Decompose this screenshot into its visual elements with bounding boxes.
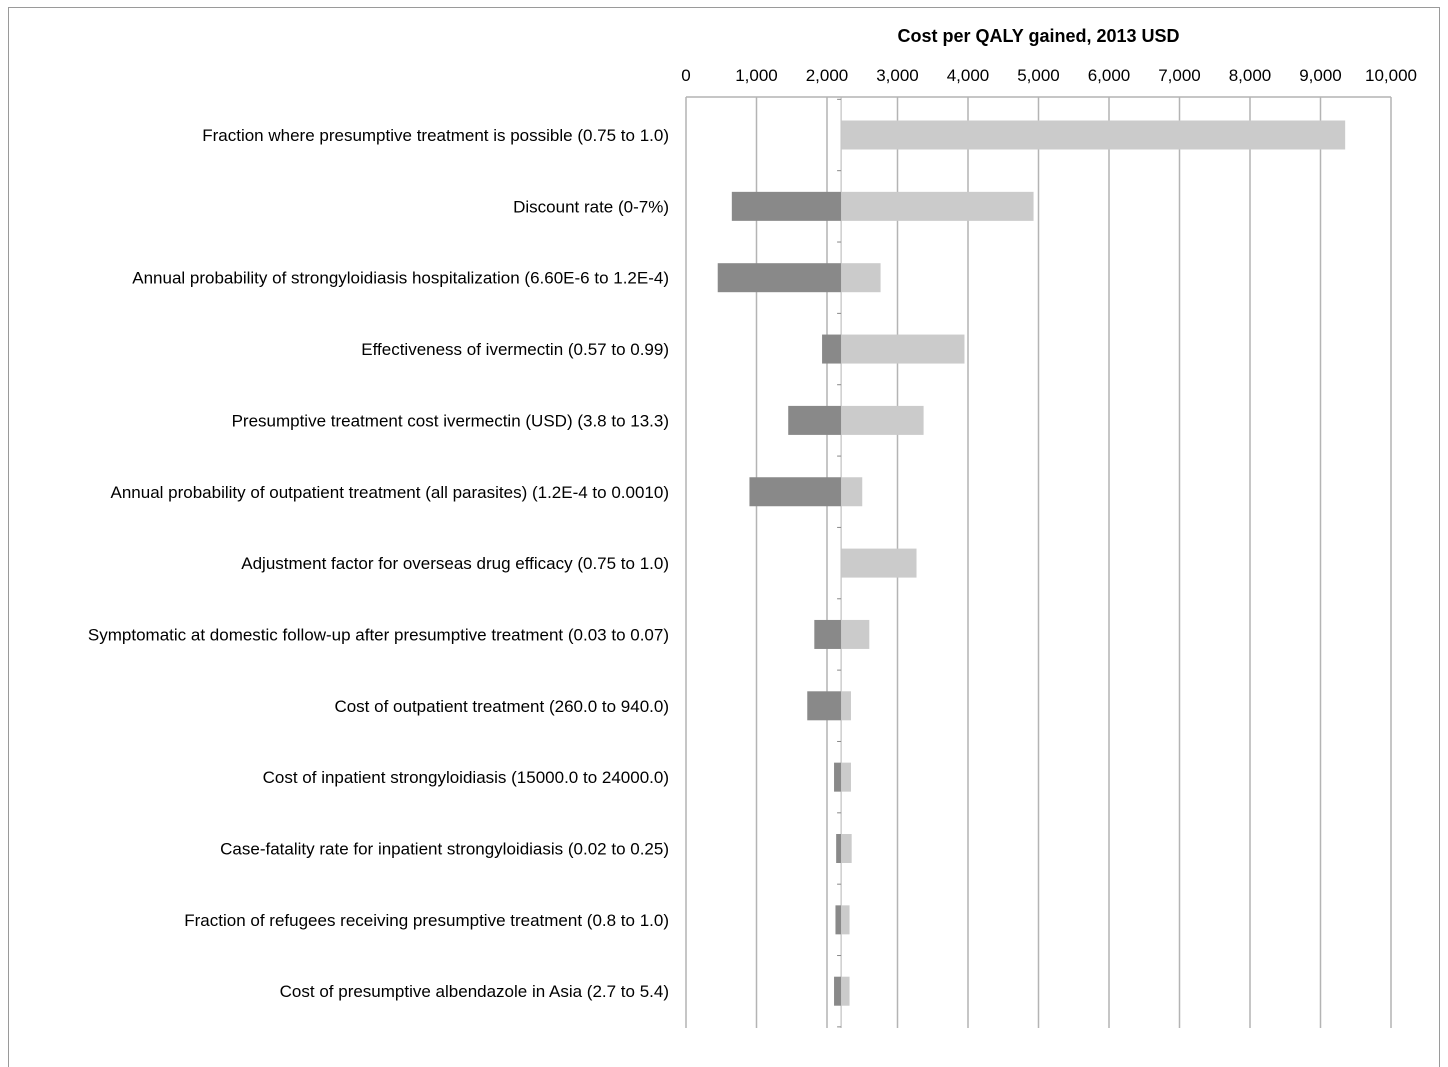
bar-low <box>731 191 842 221</box>
tornado-chart: Cost per QALY gained, 2013 USD 0 1,000 2,0… <box>88 26 1417 1028</box>
x-tick-label: 5,000 <box>1017 66 1060 85</box>
bar-low <box>814 619 842 649</box>
bar-low <box>822 334 842 364</box>
category-label: Cost of inpatient strongyloidiasis (1500… <box>263 768 669 787</box>
category-label: Symptomatic at domestic follow-up after … <box>88 625 669 644</box>
bar-high <box>841 834 852 863</box>
x-tick-label: 10,000 <box>1365 66 1417 85</box>
x-tick-label: 7,000 <box>1158 66 1201 85</box>
x-tick-label: 9,000 <box>1299 66 1342 85</box>
category-label: Cost of presumptive albendazole in Asia … <box>280 982 669 1001</box>
bar-high <box>841 976 850 1006</box>
bar-low <box>717 263 842 293</box>
category-label: Fraction of refugees receiving presumpti… <box>184 911 669 930</box>
bar-low <box>749 477 842 507</box>
category-label: Discount rate (0-7%) <box>513 197 669 216</box>
x-tick-label: 3,000 <box>876 66 919 85</box>
x-tick-label: 4,000 <box>947 66 990 85</box>
x-tick-label: 0 <box>681 66 690 85</box>
bar-high <box>841 691 851 721</box>
bar-high <box>841 619 870 649</box>
x-tick-label: 6,000 <box>1088 66 1131 85</box>
category-label: Case-fatality rate for inpatient strongy… <box>220 840 669 859</box>
bars <box>717 120 1346 1006</box>
bar-low <box>835 905 842 935</box>
category-label: Adjustment factor for overseas drug effi… <box>241 554 669 573</box>
bar-high <box>841 405 924 435</box>
x-tick-label: 1,000 <box>735 66 778 85</box>
x-tick-label: 8,000 <box>1229 66 1272 85</box>
bar-low <box>807 691 842 721</box>
category-labels: Fraction where presumptive treatment is … <box>88 126 669 1001</box>
category-label: Presumptive treatment cost ivermectin (U… <box>232 411 669 430</box>
bar-low <box>834 976 842 1006</box>
chart-frame <box>8 7 1440 1067</box>
bar-high <box>841 334 965 364</box>
bar-high <box>841 905 850 935</box>
bar-high <box>841 762 851 792</box>
bar-low <box>834 762 842 792</box>
x-tick-label: 2,000 <box>806 66 849 85</box>
category-label: Annual probability of strongyloidiasis h… <box>132 269 669 288</box>
chart-title: Cost per QALY gained, 2013 USD <box>897 26 1179 46</box>
bar-high <box>841 191 1034 221</box>
x-tick-labels: 0 1,000 2,000 3,000 4,000 5,000 6,000 7,000 8,00… <box>681 66 1417 85</box>
category-label: Cost of outpatient treatment (260.0 to 9… <box>334 697 669 716</box>
bar-low <box>788 405 842 435</box>
category-label: Annual probability of outpatient treatme… <box>111 483 670 502</box>
bar-high <box>841 548 917 578</box>
bar-low <box>836 834 842 863</box>
gridlines <box>685 96 1392 1028</box>
bar-high <box>841 120 1346 150</box>
bar-high <box>841 477 863 507</box>
bar-high <box>841 263 881 293</box>
category-label: Fraction where presumptive treatment is … <box>202 126 669 145</box>
category-label: Effectiveness of ivermectin (0.57 to 0.9… <box>361 340 669 359</box>
